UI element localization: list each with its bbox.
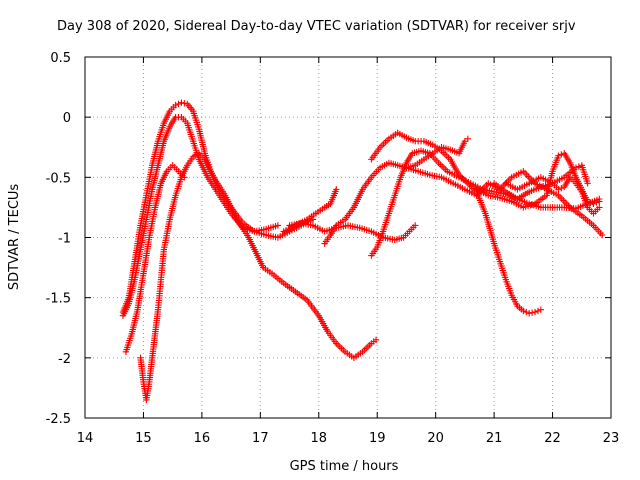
data-point [464,135,472,143]
series-track-11 [473,150,603,211]
data-point [555,152,562,159]
data-point [309,216,317,223]
x-tick-label: 21 [486,431,503,446]
data-point [333,186,340,193]
tick-layer: 14 15 16 17 18 19 20 21 22 23 -2.5 -2 -1.5 -1 -0.5 0 0.5 [46,51,620,446]
x-tick-label: 23 [603,431,620,446]
chart-title: Day 308 of 2020, Sidereal Day-to-day VTE… [57,19,576,34]
x-axis-label: GPS time / hours [290,459,399,474]
data-point [172,101,179,109]
series-track-5 [280,186,340,235]
x-tick-label: 18 [311,431,328,446]
series-track-3 [122,162,188,356]
data-point [558,151,565,158]
x-tick-label: 14 [77,431,94,446]
series-track-8 [368,147,603,259]
data-point [596,204,603,211]
x-tick-label: 17 [252,431,269,446]
x-tick-label: 20 [427,431,444,446]
data-point [555,186,562,193]
data-point [372,336,380,343]
x-tick-label: 22 [544,431,561,446]
series-track-7 [286,219,419,244]
data-point [274,222,282,229]
data-point [596,198,603,205]
data-point [534,307,542,315]
x-tick-label: 16 [194,431,211,446]
data-point [575,163,583,170]
data-point [525,310,533,317]
y-tick-label: 0 [63,111,71,126]
y-tick-label: 0.5 [50,51,71,66]
data-point [531,308,539,316]
data-point [523,308,530,316]
series-track-13 [490,162,591,203]
data-point [178,99,185,106]
y-axis-label: SDTVAR / TECUs [7,184,22,291]
data-point [412,222,419,229]
y-tick-label: -2 [58,352,71,367]
data-point [558,184,565,192]
data-point [599,231,606,239]
data-point [175,100,182,108]
series-track-4 [137,150,380,404]
x-tick-label: 19 [369,431,386,446]
x-tick-label: 15 [135,431,152,446]
series-track-9 [368,129,545,317]
data-point [528,309,536,316]
data-point [537,306,545,313]
data-point [181,100,188,107]
data-point [590,200,597,208]
data-point [572,164,580,171]
grid-layer [85,57,611,418]
series-layer [119,99,606,404]
data-point [584,180,591,187]
y-tick-label: -2.5 [46,412,71,427]
series-track-2 [119,113,282,319]
data-point [520,307,527,315]
y-tick-label: -1.5 [46,292,71,307]
data-point [593,199,600,206]
y-tick-label: -0.5 [46,171,71,186]
y-tick-label: -1 [58,232,71,247]
